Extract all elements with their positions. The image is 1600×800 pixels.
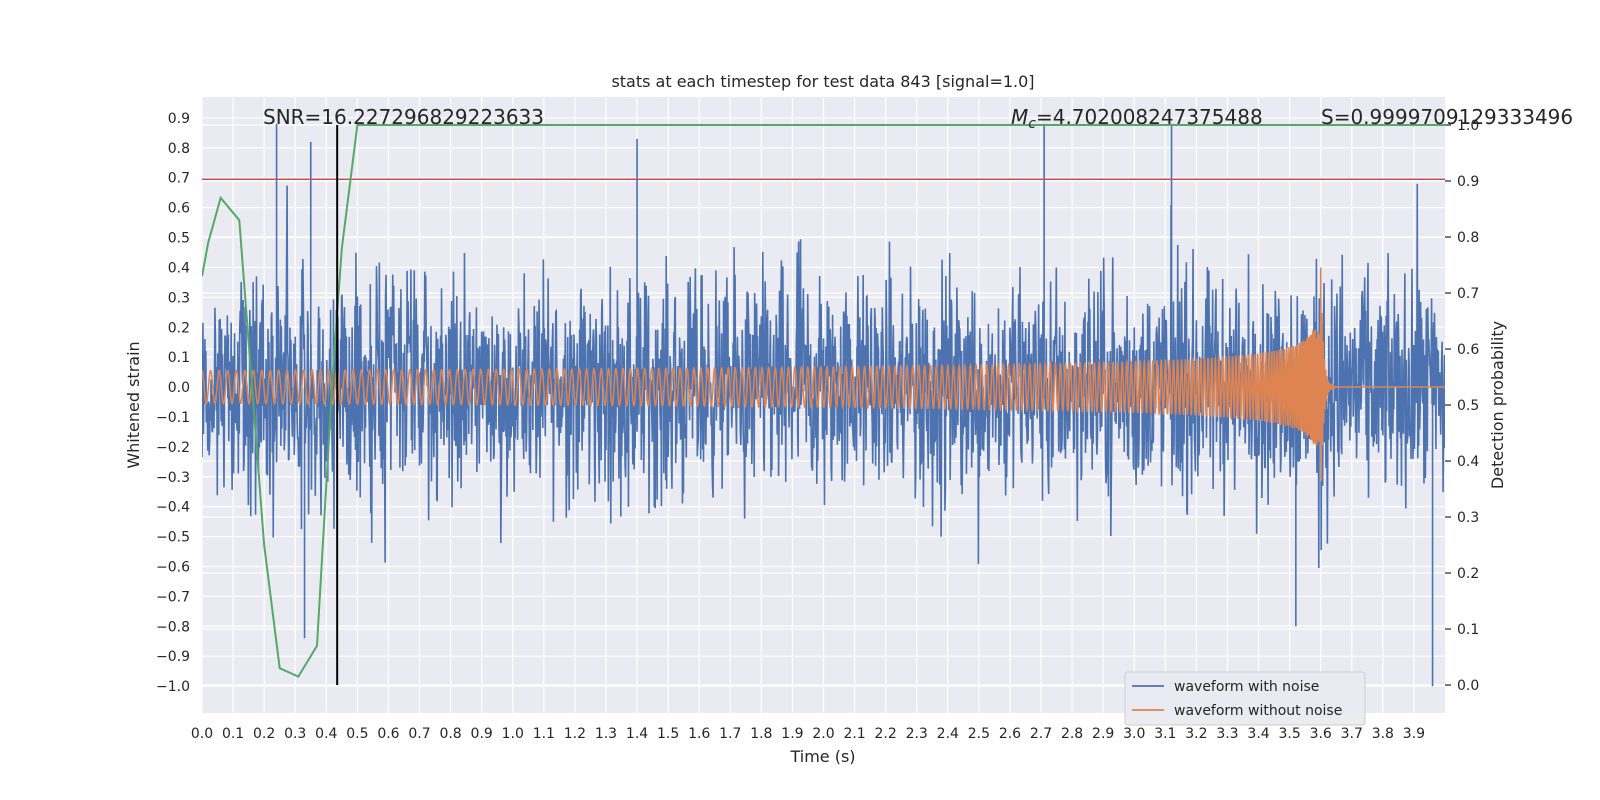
y-axis-label: Whitened strain (124, 341, 143, 468)
y-axis-ticks: 0.9 0.8 0.7 0.6 0.5 0.4 0.3 0.2 0.1 0.0 −0.1 −0.2 −0… (156, 111, 190, 695)
y-tick-label: −0.4 (156, 500, 190, 516)
x-tick-label: 0.5 (346, 726, 368, 742)
chart-title: stats at each timestep for test data 843… (611, 72, 1034, 91)
x-tick-label: 1.6 (688, 726, 710, 742)
x-tick-label: 2.0 (812, 726, 834, 742)
legend-box (1124, 671, 1366, 726)
x-tick-label: 3.2 (1185, 726, 1207, 742)
x-tick-label: 2.9 (1092, 726, 1114, 742)
x-tick-label: 2.1 (843, 726, 865, 742)
x-tick-label: 1.4 (626, 726, 648, 742)
x-tick-label: 3.9 (1403, 726, 1425, 742)
x-tick-label: 2.4 (937, 726, 959, 742)
y-right-tick-label: 0.3 (1457, 510, 1479, 526)
x-tick-label: 3.7 (1341, 726, 1363, 742)
legend: waveform with noise waveform without noi… (1124, 671, 1366, 726)
y-tick-label: 0.7 (168, 171, 190, 187)
y-right-tick-label: 0.2 (1457, 566, 1479, 582)
x-tick-label: 3.8 (1372, 726, 1394, 742)
x-tick-label: 0.3 (284, 726, 306, 742)
x-tick-label: 1.2 (564, 726, 586, 742)
series-waveform-with-noise (202, 123, 1445, 687)
x-tick-label: 1.0 (502, 726, 524, 742)
y-right-tick-label: 0.0 (1457, 678, 1479, 694)
x-tick-label: 2.2 (875, 726, 897, 742)
series-waveform-without-noise (202, 267, 1445, 482)
y-right-axis-ticks: 1.0 0.9 0.8 0.7 0.6 0.5 0.4 0.3 0.2 0.1 0.0 (1445, 118, 1479, 694)
y-tick-label: −0.3 (156, 470, 190, 486)
y-right-tick-label: 1.0 (1457, 118, 1479, 134)
y-right-tick-label: 0.9 (1457, 174, 1479, 190)
y-tick-label: 0.8 (168, 141, 190, 157)
x-tick-label: 0.4 (315, 726, 337, 742)
y-tick-label: −0.8 (156, 619, 190, 635)
x-tick-label: 2.8 (1061, 726, 1083, 742)
x-tick-label: 3.0 (1123, 726, 1145, 742)
chirp-mass-annotation: Mc=4.702008247375488 (1011, 105, 1263, 132)
x-tick-label: 0.7 (408, 726, 430, 742)
y-right-tick-label: 0.6 (1457, 342, 1479, 358)
y-right-tick-label: 0.7 (1457, 286, 1479, 302)
legend-label-clean: waveform without noise (1174, 703, 1342, 719)
x-tick-label: 3.4 (1247, 726, 1269, 742)
x-tick-label: 0.0 (191, 726, 213, 742)
x-tick-label: 1.1 (533, 726, 555, 742)
y-tick-label: −0.2 (156, 440, 190, 456)
x-tick-label: 0.6 (377, 726, 399, 742)
x-tick-label: 0.9 (471, 726, 493, 742)
grid (201, 97, 1445, 713)
x-tick-label: 1.5 (657, 726, 679, 742)
x-axis-ticks: 0.0 0.1 0.2 0.3 0.4 0.5 0.6 0.7 0.8 0.9 1.0 1.1 1.2 1… (191, 726, 1425, 742)
x-tick-label: 3.1 (1154, 726, 1176, 742)
x-tick-label: 3.3 (1216, 726, 1238, 742)
y-right-tick-label: 0.1 (1457, 622, 1479, 638)
y-tick-label: −0.9 (156, 649, 190, 665)
y-tick-label: −0.1 (156, 410, 190, 426)
y-tick-label: −1.0 (156, 679, 190, 695)
y-right-axis-label: Detection probability (1488, 321, 1507, 489)
y-right-tick-label: 0.4 (1457, 454, 1479, 470)
x-tick-label: 1.7 (719, 726, 741, 742)
score-annotation: S=0.9999709129333496 (1321, 105, 1573, 129)
x-tick-label: 2.3 (906, 726, 928, 742)
x-tick-label: 2.6 (999, 726, 1021, 742)
x-axis-label: Time (s) (789, 747, 855, 766)
x-tick-label: 0.2 (253, 726, 275, 742)
x-tick-label: 1.3 (595, 726, 617, 742)
y-tick-label: 0.0 (168, 380, 190, 396)
y-tick-label: 0.9 (168, 111, 190, 127)
y-tick-label: 0.4 (168, 260, 190, 276)
y-right-tick-label: 0.5 (1457, 398, 1479, 414)
y-tick-label: 0.5 (168, 231, 190, 247)
series-detection-probability (202, 124, 1445, 678)
x-tick-label: 0.8 (439, 726, 461, 742)
y-tick-label: −0.7 (156, 589, 190, 605)
y-tick-label: 0.6 (168, 201, 190, 217)
legend-label-noise: waveform with noise (1174, 679, 1319, 695)
y-tick-label: −0.5 (156, 530, 190, 546)
y-tick-label: −0.6 (156, 559, 190, 575)
y-tick-label: 0.2 (168, 320, 190, 336)
y-tick-label: 0.3 (168, 290, 190, 306)
x-tick-label: 3.6 (1310, 726, 1332, 742)
x-tick-label: 1.9 (781, 726, 803, 742)
x-tick-label: 2.7 (1030, 726, 1052, 742)
y-tick-label: 0.1 (168, 350, 190, 366)
x-tick-label: 1.8 (750, 726, 772, 742)
x-tick-label: 0.1 (222, 726, 244, 742)
plot-area (202, 123, 1445, 687)
x-tick-label: 2.5 (968, 726, 990, 742)
snr-annotation: SNR=16.227296829223633 (263, 105, 544, 129)
y-right-tick-label: 0.8 (1457, 230, 1479, 246)
x-tick-label: 3.5 (1278, 726, 1300, 742)
